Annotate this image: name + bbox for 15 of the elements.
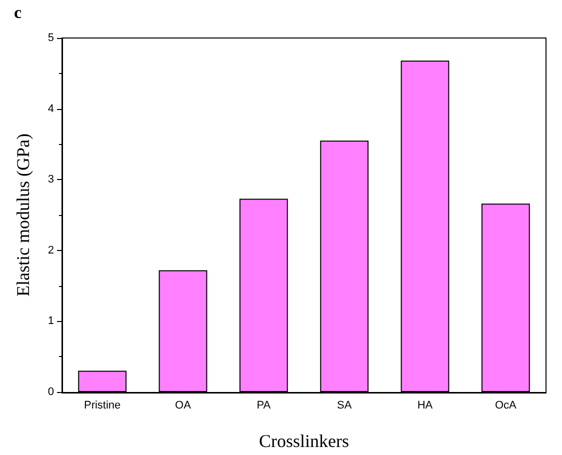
x-axis-title: Crosslinkers: [259, 431, 349, 451]
x-tick-label: OA: [175, 400, 192, 412]
x-tick-label: OcA: [494, 400, 518, 412]
x-tick-label: Pristine: [84, 400, 121, 412]
text: c: [14, 3, 22, 22]
x-tick-label: SA: [336, 400, 352, 412]
x-tick-label: PA: [256, 400, 272, 412]
y-tick-label: 5: [48, 32, 54, 44]
y-tick-label: 1: [48, 315, 54, 328]
y-tick-label: 0: [48, 386, 54, 398]
y-tick-label: 3: [48, 174, 54, 186]
x-tick-label: HA: [417, 400, 434, 412]
y-tick-label: 4: [48, 102, 54, 115]
y-axis-title: Elastic modulus (GPa): [13, 134, 33, 296]
y-tick-label: 2: [48, 244, 54, 256]
